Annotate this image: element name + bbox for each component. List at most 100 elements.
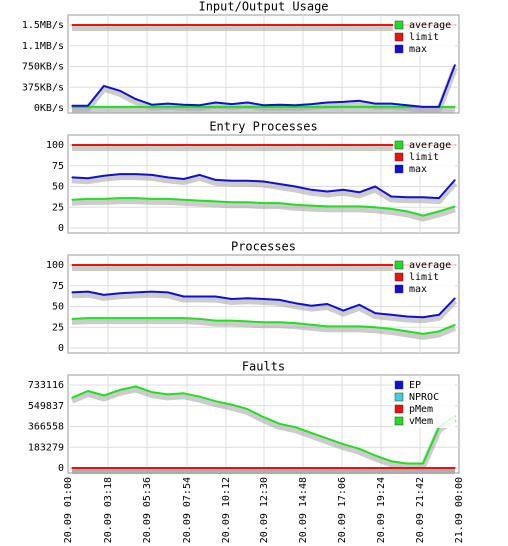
data-point-vMem <box>230 403 233 406</box>
data-point-max <box>246 101 249 104</box>
data-point-average <box>151 317 153 319</box>
data-point-vMem <box>310 432 312 434</box>
data-point-average <box>342 325 344 328</box>
data-point-limit <box>278 264 281 266</box>
data-point-limit <box>310 24 312 26</box>
legend-label-max: max <box>409 164 427 175</box>
data-point-pMem <box>310 467 312 469</box>
data-point-pMem <box>374 467 376 469</box>
data-point-pMem <box>71 467 73 469</box>
data-point-vMem <box>87 390 89 392</box>
data-point-max <box>87 177 89 179</box>
legend-box <box>393 18 455 56</box>
data-point-max <box>71 291 73 293</box>
data-point-vMem <box>199 396 201 398</box>
y-tick-label: 50 <box>52 302 64 313</box>
data-point-average <box>294 204 297 206</box>
data-point-max <box>294 302 297 304</box>
data-point-average <box>310 324 312 326</box>
data-point-limit <box>151 264 153 266</box>
data-point-max <box>422 316 424 318</box>
y-tick-label: 75 <box>52 281 64 292</box>
data-point-limit <box>310 144 312 146</box>
data-point-max <box>103 85 105 87</box>
chart-title: Entry Processes <box>209 120 317 134</box>
data-point-limit <box>326 264 328 266</box>
data-point-average <box>438 330 440 332</box>
data-point-average <box>246 106 249 108</box>
legend-swatch-average <box>394 260 404 270</box>
x-tick-label: 20.09 14:48 <box>298 477 309 543</box>
data-point-pMem <box>278 467 281 469</box>
data-point-max <box>167 176 169 178</box>
data-point-max <box>230 180 233 182</box>
data-point-max <box>310 103 312 105</box>
data-point-max <box>246 297 249 299</box>
data-point-limit <box>135 264 137 266</box>
data-point-average <box>358 325 360 328</box>
y-tick-label: 100 <box>46 260 64 271</box>
x-tick-label: 21.09 00:00 <box>454 477 465 543</box>
data-point-max <box>278 183 281 185</box>
legend-label-vMem: vMem <box>409 416 433 427</box>
legend-swatch-max <box>394 284 404 294</box>
data-point-vMem <box>215 400 217 402</box>
data-point-average <box>167 198 169 200</box>
legend-box <box>393 138 455 176</box>
data-point-vMem <box>390 460 392 462</box>
data-point-limit <box>278 24 281 26</box>
data-point-average <box>215 320 217 322</box>
data-point-pMem <box>151 467 153 469</box>
data-point-limit <box>374 24 376 26</box>
data-point-limit <box>87 144 89 146</box>
data-point-limit <box>390 264 392 266</box>
data-point-limit <box>358 264 360 266</box>
data-point-average <box>167 106 169 108</box>
data-point-average <box>326 106 328 108</box>
legend-swatch-average <box>394 140 404 150</box>
data-point-average <box>199 106 201 108</box>
data-point-pMem <box>406 467 408 469</box>
data-point-average <box>71 199 73 201</box>
data-point-average <box>119 317 121 319</box>
data-point-average <box>246 320 249 323</box>
data-point-max <box>183 178 185 180</box>
data-point-average <box>183 317 185 319</box>
data-point-vMem <box>135 385 137 388</box>
data-point-average <box>374 206 376 208</box>
data-point-pMem <box>167 467 169 469</box>
legend-label-NPROC: NPROC <box>409 392 439 403</box>
data-point-max <box>390 314 392 316</box>
data-point-vMem <box>262 416 265 418</box>
x-tick-label: 20.09 03:18 <box>103 477 114 543</box>
data-point-pMem <box>390 467 392 469</box>
data-point-limit <box>230 144 233 146</box>
series-shadow-average <box>71 198 456 222</box>
x-tick-label: 20.09 19:24 <box>376 477 387 543</box>
data-point-average <box>326 205 328 208</box>
data-point-max <box>262 104 265 106</box>
data-point-average <box>342 106 344 108</box>
data-point-vMem <box>406 462 408 465</box>
x-tick-label: 20.09 01:00 <box>63 477 74 543</box>
data-point-limit <box>199 144 201 146</box>
data-point-limit <box>71 144 73 146</box>
data-point-average <box>310 106 312 108</box>
data-point-max <box>215 295 217 298</box>
data-point-limit <box>119 264 121 266</box>
data-point-max <box>406 196 408 198</box>
legend-label-EP: EP <box>409 380 421 391</box>
data-point-average <box>454 205 456 208</box>
data-point-max <box>422 196 424 198</box>
legend-box <box>393 378 455 428</box>
data-point-max <box>119 292 121 294</box>
data-point-max <box>103 175 105 177</box>
data-point-pMem <box>215 467 217 469</box>
y-tick-label: 366558 <box>28 422 64 433</box>
data-point-pMem <box>230 467 233 469</box>
data-point-limit <box>151 144 153 146</box>
data-point-limit <box>310 264 312 266</box>
data-point-average <box>215 200 217 203</box>
